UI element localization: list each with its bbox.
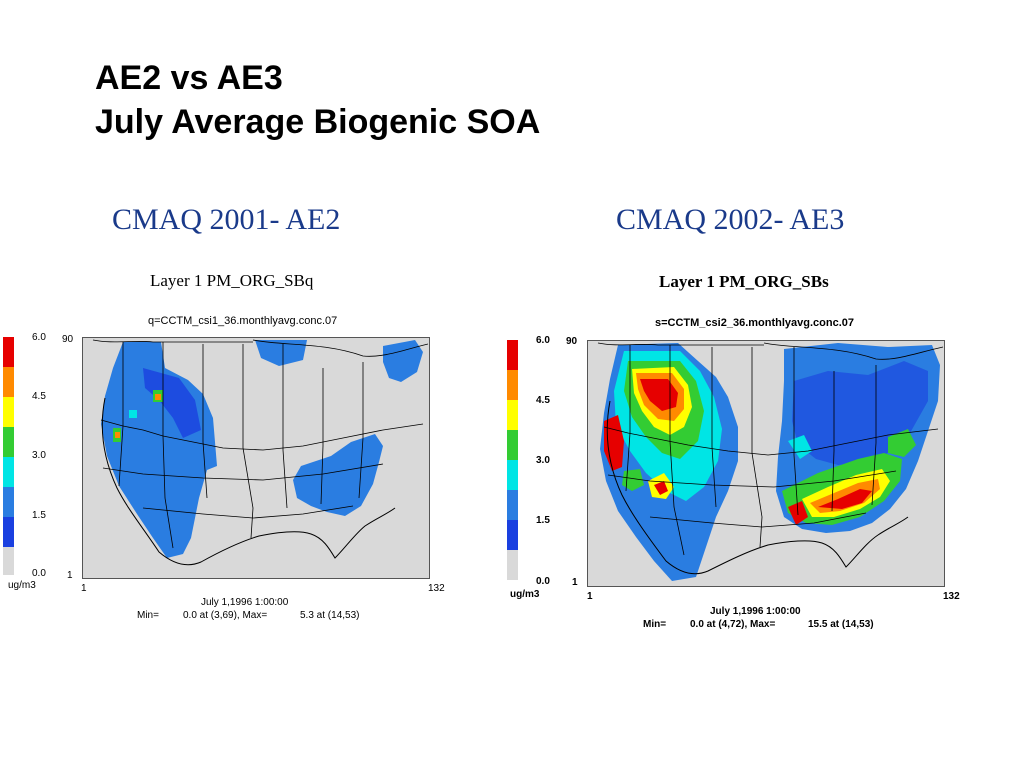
axis-x-right: 132 <box>428 583 445 594</box>
file-name: q=CCTM_csi1_36.monthlyavg.conc.07 <box>148 315 338 327</box>
min-label: Min= <box>137 610 159 621</box>
min-value: 0.0 at (3,69), Max= <box>183 610 268 621</box>
colorbar <box>3 337 14 575</box>
colorbar-tick: 1.5 <box>32 510 46 521</box>
colorbar-tick: 3.0 <box>32 450 46 461</box>
concentration-map <box>82 337 430 579</box>
panel-heading: CMAQ 2002- AE3 <box>616 203 845 236</box>
colorbar-tick: 1.5 <box>536 515 550 526</box>
colorbar-tick: 4.5 <box>536 395 550 406</box>
axis-y-bottom: 1 <box>572 577 578 588</box>
max-value: 5.3 at (14,53) <box>300 610 360 621</box>
colorbar-tick: 6.0 <box>32 332 46 343</box>
min-value: 0.0 at (4,72), Max= <box>690 619 776 630</box>
panel-heading: CMAQ 2001- AE2 <box>112 203 341 236</box>
min-label: Min= <box>643 619 667 630</box>
colorbar-tick: 6.0 <box>536 335 550 346</box>
colorbar <box>507 340 518 580</box>
axis-x-left: 1 <box>587 591 593 602</box>
max-value: 15.5 at (14,53) <box>808 619 874 630</box>
slide-title-line-2: July Average Biogenic SOA <box>95 103 541 141</box>
date-label: July 1,1996 1:00:00 <box>201 597 289 608</box>
colorbar-tick: 0.0 <box>32 568 46 579</box>
axis-y-top: 90 <box>566 336 578 347</box>
axis-x-left: 1 <box>81 583 87 594</box>
axis-x-right: 132 <box>943 591 960 602</box>
axis-y-bottom: 1 <box>67 570 73 581</box>
colorbar-tick: 4.5 <box>32 391 46 402</box>
colorbar-unit: ug/m3 <box>8 580 36 591</box>
slide-title-line-1: AE2 vs AE3 <box>95 59 283 97</box>
slide-title: AE2 vs AE3 July Average Biogenic SOA <box>95 56 540 144</box>
file-name: s=CCTM_csi2_36.monthlyavg.conc.07 <box>655 317 854 329</box>
layer-title: Layer 1 PM_ORG_SBq <box>150 271 314 290</box>
colorbar-tick: 0.0 <box>536 576 550 587</box>
axis-y-top: 90 <box>62 334 74 345</box>
date-label: July 1,1996 1:00:00 <box>710 606 801 617</box>
colorbar-unit: ug/m3 <box>510 589 540 600</box>
concentration-map <box>587 340 945 587</box>
colorbar-tick: 3.0 <box>536 455 550 466</box>
layer-title: Layer 1 PM_ORG_SBs <box>659 272 829 291</box>
